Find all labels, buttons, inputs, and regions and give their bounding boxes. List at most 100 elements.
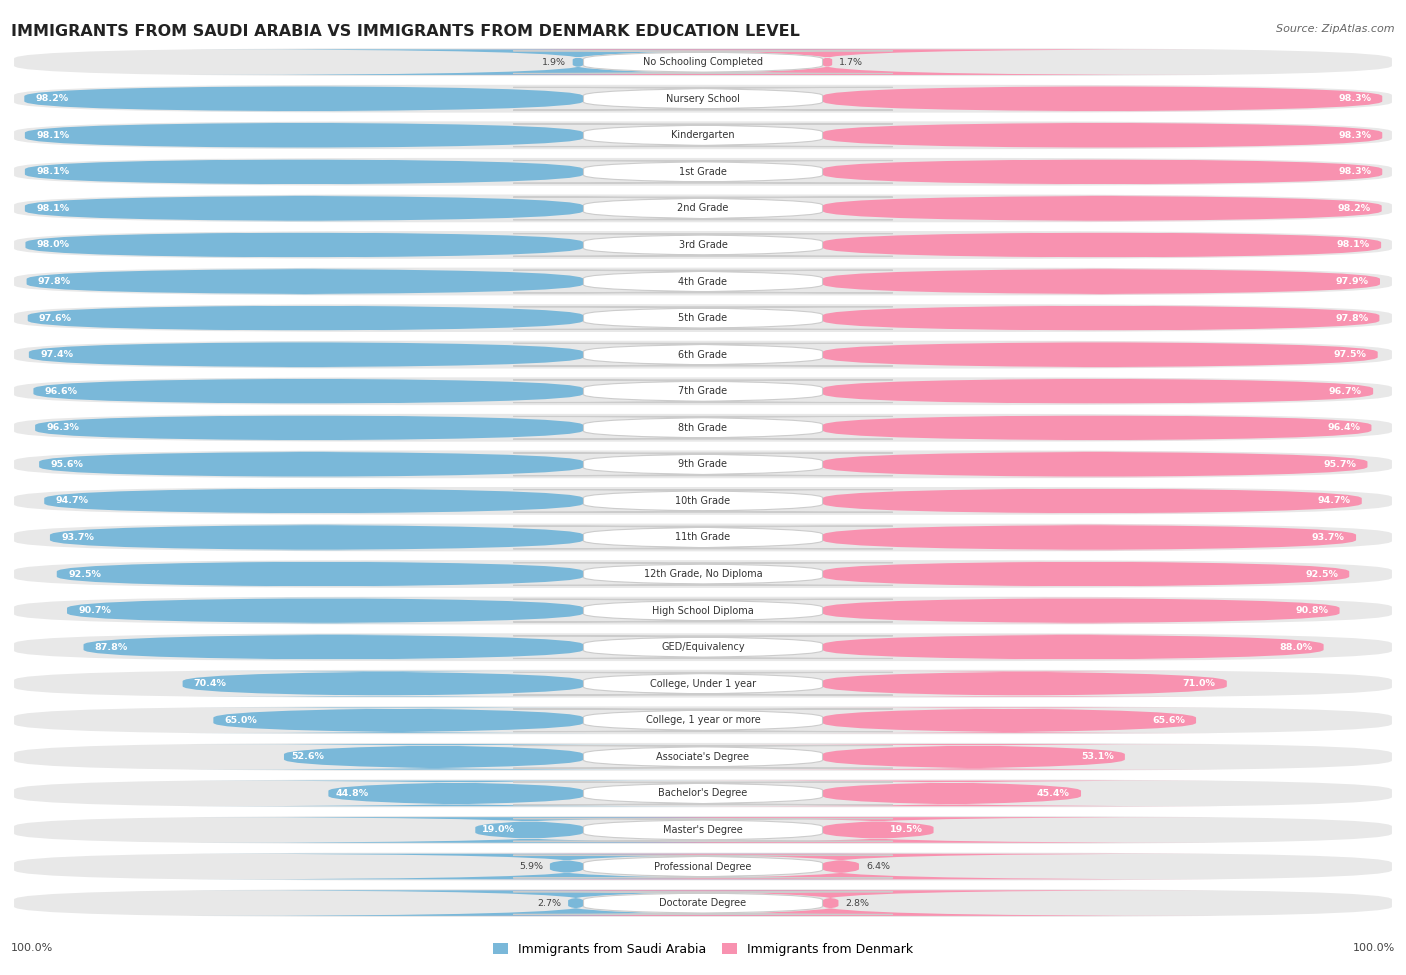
FancyBboxPatch shape	[513, 563, 893, 585]
FancyBboxPatch shape	[25, 123, 583, 148]
Text: 5th Grade: 5th Grade	[679, 313, 727, 323]
FancyBboxPatch shape	[190, 854, 943, 879]
FancyBboxPatch shape	[513, 343, 893, 366]
FancyBboxPatch shape	[28, 305, 583, 331]
Text: 98.1%: 98.1%	[37, 204, 69, 213]
Text: 2nd Grade: 2nd Grade	[678, 204, 728, 214]
FancyBboxPatch shape	[823, 671, 1227, 696]
Text: 95.6%: 95.6%	[51, 460, 83, 469]
FancyBboxPatch shape	[14, 340, 1392, 369]
FancyBboxPatch shape	[823, 415, 1371, 441]
Text: College, Under 1 year: College, Under 1 year	[650, 679, 756, 688]
FancyBboxPatch shape	[731, 744, 1216, 769]
FancyBboxPatch shape	[30, 342, 583, 368]
FancyBboxPatch shape	[513, 746, 893, 768]
Text: Bachelor's Degree: Bachelor's Degree	[658, 789, 748, 799]
FancyBboxPatch shape	[823, 525, 1355, 550]
FancyBboxPatch shape	[14, 158, 1392, 185]
FancyBboxPatch shape	[823, 562, 1350, 587]
Text: 2.7%: 2.7%	[537, 899, 561, 908]
Text: 53.1%: 53.1%	[1081, 753, 1114, 761]
FancyBboxPatch shape	[823, 378, 1374, 404]
Text: 97.6%: 97.6%	[39, 314, 72, 323]
FancyBboxPatch shape	[14, 268, 1392, 295]
FancyBboxPatch shape	[25, 196, 583, 221]
FancyBboxPatch shape	[14, 779, 1392, 807]
Text: 90.8%: 90.8%	[1295, 606, 1329, 615]
FancyBboxPatch shape	[513, 197, 893, 219]
FancyBboxPatch shape	[14, 377, 1392, 406]
FancyBboxPatch shape	[823, 488, 1362, 514]
FancyBboxPatch shape	[823, 232, 1381, 257]
FancyBboxPatch shape	[823, 598, 1340, 623]
FancyBboxPatch shape	[35, 415, 583, 441]
Text: 98.3%: 98.3%	[1339, 168, 1371, 176]
Text: 1st Grade: 1st Grade	[679, 167, 727, 176]
FancyBboxPatch shape	[823, 305, 1379, 331]
FancyBboxPatch shape	[34, 378, 583, 404]
FancyBboxPatch shape	[513, 416, 893, 439]
FancyBboxPatch shape	[823, 196, 1382, 221]
FancyBboxPatch shape	[513, 307, 893, 330]
Text: 100.0%: 100.0%	[11, 943, 53, 953]
FancyBboxPatch shape	[27, 269, 583, 294]
Text: Kindergarten: Kindergarten	[671, 131, 735, 140]
FancyBboxPatch shape	[465, 854, 1216, 879]
Text: 98.1%: 98.1%	[37, 168, 69, 176]
FancyBboxPatch shape	[823, 635, 1323, 660]
FancyBboxPatch shape	[56, 562, 583, 587]
FancyBboxPatch shape	[14, 743, 1392, 770]
Legend: Immigrants from Saudi Arabia, Immigrants from Denmark: Immigrants from Saudi Arabia, Immigrants…	[488, 938, 918, 960]
Text: Professional Degree: Professional Degree	[654, 862, 752, 872]
FancyBboxPatch shape	[14, 122, 1392, 149]
Text: 97.4%: 97.4%	[41, 350, 73, 359]
Text: Doctorate Degree: Doctorate Degree	[659, 898, 747, 908]
Text: 96.4%: 96.4%	[1327, 423, 1360, 432]
Text: 97.5%: 97.5%	[1333, 350, 1367, 359]
Text: 5.9%: 5.9%	[519, 862, 543, 871]
FancyBboxPatch shape	[14, 524, 1392, 551]
Text: 19.0%: 19.0%	[482, 826, 515, 835]
Text: 93.7%: 93.7%	[62, 533, 94, 542]
FancyBboxPatch shape	[513, 489, 893, 512]
FancyBboxPatch shape	[513, 51, 893, 73]
FancyBboxPatch shape	[25, 159, 583, 184]
Text: 100.0%: 100.0%	[1353, 943, 1395, 953]
FancyBboxPatch shape	[25, 232, 583, 257]
FancyBboxPatch shape	[823, 159, 1382, 184]
FancyBboxPatch shape	[14, 706, 1392, 734]
Text: 8th Grade: 8th Grade	[679, 423, 727, 433]
FancyBboxPatch shape	[14, 304, 1392, 332]
FancyBboxPatch shape	[823, 123, 1382, 148]
Text: Associate's Degree: Associate's Degree	[657, 752, 749, 761]
Text: 96.7%: 96.7%	[1329, 387, 1362, 396]
FancyBboxPatch shape	[14, 889, 1392, 916]
Text: 65.6%: 65.6%	[1152, 716, 1185, 724]
Text: 2.8%: 2.8%	[845, 899, 869, 908]
FancyBboxPatch shape	[39, 451, 583, 477]
Text: 96.3%: 96.3%	[46, 423, 79, 432]
FancyBboxPatch shape	[513, 453, 893, 476]
FancyBboxPatch shape	[513, 380, 893, 403]
FancyBboxPatch shape	[14, 670, 1392, 698]
Text: 1.7%: 1.7%	[839, 58, 863, 66]
Text: 94.7%: 94.7%	[1317, 496, 1351, 505]
Text: 11th Grade: 11th Grade	[675, 532, 731, 542]
FancyBboxPatch shape	[14, 231, 1392, 258]
FancyBboxPatch shape	[688, 781, 1216, 806]
FancyBboxPatch shape	[444, 890, 1216, 916]
Text: 96.6%: 96.6%	[45, 387, 77, 396]
Text: 94.7%: 94.7%	[55, 496, 89, 505]
FancyBboxPatch shape	[823, 269, 1379, 294]
Text: 98.2%: 98.2%	[1337, 204, 1371, 213]
Text: 97.8%: 97.8%	[38, 277, 70, 286]
FancyBboxPatch shape	[14, 487, 1392, 515]
Text: 98.2%: 98.2%	[35, 95, 69, 103]
FancyBboxPatch shape	[513, 855, 893, 878]
Text: 98.3%: 98.3%	[1339, 95, 1371, 103]
Text: 92.5%: 92.5%	[1305, 569, 1339, 578]
FancyBboxPatch shape	[513, 526, 893, 549]
Text: 6.4%: 6.4%	[866, 862, 890, 871]
FancyBboxPatch shape	[83, 635, 583, 660]
Text: 4th Grade: 4th Grade	[679, 277, 727, 287]
